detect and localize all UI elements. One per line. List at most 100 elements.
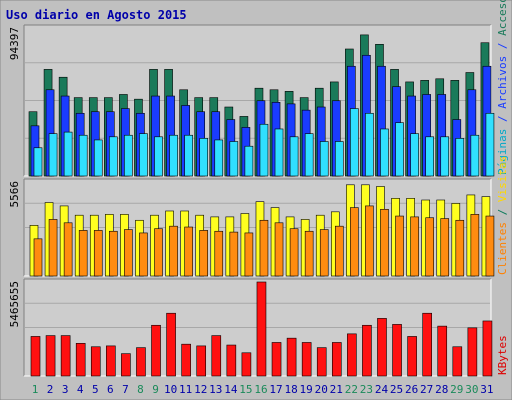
bar-clientes-5 [93, 230, 103, 277]
x-tick-label-20: 20 [315, 383, 328, 396]
bar-clientes-22 [350, 207, 359, 277]
bar-pginas-7 [124, 134, 133, 177]
x-tick-label-10: 10 [164, 383, 177, 396]
bar-pginas-26 [410, 133, 419, 177]
bar-kbytes-21 [331, 342, 342, 377]
bottom-legend: KBytes [496, 335, 509, 375]
legend-item: Accesos [496, 0, 509, 36]
bar-pginas-14 [229, 141, 239, 177]
bar-clientes-3 [63, 222, 73, 277]
bar-pginas-3 [63, 131, 73, 177]
bar-clientes-29 [455, 219, 465, 277]
bar-kbytes-17 [271, 342, 282, 377]
bar-pginas-1 [33, 147, 43, 177]
bar-kbytes-19 [301, 342, 312, 377]
x-tick-label-18: 18 [284, 383, 297, 396]
bar-kbytes-4 [75, 343, 86, 377]
bar-clientes-20 [319, 229, 329, 277]
bar-clientes-12 [199, 230, 209, 277]
bar-pginas-30 [470, 134, 480, 177]
bar-clientes-25 [395, 215, 404, 277]
x-tick-label-27: 27 [420, 383, 433, 396]
bar-clientes-19 [304, 230, 314, 277]
bar-kbytes-25 [392, 324, 402, 377]
x-tick-label-15: 15 [239, 383, 252, 396]
bar-kbytes-29 [452, 346, 463, 377]
x-tick-label-6: 6 [107, 383, 114, 396]
legend-item: / [496, 109, 509, 129]
x-tick-label-11: 11 [179, 383, 192, 396]
bar-kbytes-12 [196, 345, 207, 377]
bar-kbytes-18 [286, 337, 297, 377]
bar-clientes-16 [259, 219, 269, 277]
middle-legend: Clientes / Visitas [496, 156, 509, 275]
x-tick-label-7: 7 [122, 383, 129, 396]
middle-ymax-label: 5566 [8, 181, 21, 208]
bar-kbytes-5 [90, 346, 101, 377]
bar-pginas-8 [139, 133, 148, 177]
bar-pginas-13 [214, 139, 224, 177]
bar-clientes-14 [229, 231, 239, 277]
x-tick-label-2: 2 [47, 383, 54, 396]
x-tick-label-13: 13 [209, 383, 222, 396]
bar-clientes-31 [485, 215, 495, 277]
bar-kbytes-7 [121, 353, 131, 377]
bar-clientes-23 [365, 205, 374, 277]
bar-kbytes-16 [256, 281, 267, 377]
bar-pginas-28 [440, 136, 450, 177]
bar-clientes-8 [139, 232, 148, 277]
bar-clientes-2 [48, 219, 58, 277]
legend-item: Archivos [496, 56, 509, 109]
bar-pginas-6 [109, 136, 118, 177]
x-tick-label-26: 26 [405, 383, 418, 396]
x-tick-label-25: 25 [390, 383, 403, 396]
bar-pginas-23 [365, 112, 374, 177]
bar-pginas-10 [169, 134, 178, 177]
bottom-panel: 5465655 KBytes [8, 278, 509, 377]
x-tick-label-12: 12 [194, 383, 207, 396]
top-panel: 94397 Páginas / Archivos / Accesos [8, 0, 509, 177]
bar-pginas-21 [334, 141, 344, 177]
bar-pginas-19 [304, 133, 314, 177]
legend-item: Páginas [496, 129, 509, 175]
top-legend: Páginas / Archivos / Accesos [496, 0, 509, 175]
x-tick-label-31: 31 [480, 383, 493, 396]
x-tick-label-5: 5 [92, 383, 99, 396]
legend-item: KBytes [496, 335, 509, 375]
x-tick-label-8: 8 [137, 383, 144, 396]
bar-kbytes-1 [30, 336, 41, 377]
bar-pginas-18 [289, 136, 299, 177]
x-tick-label-9: 9 [152, 383, 159, 396]
bar-clientes-28 [440, 218, 450, 277]
bar-pginas-27 [425, 136, 434, 177]
bar-kbytes-13 [211, 335, 222, 377]
bar-pginas-20 [319, 141, 329, 177]
bar-pginas-24 [380, 128, 389, 177]
bottom-ymax-label: 5465655 [8, 281, 21, 327]
bar-kbytes-31 [482, 320, 493, 377]
bar-clientes-15 [244, 232, 254, 277]
x-axis-labels: 1 2 3 4 5 6 7 8 9 10 11 12 13 14 15 16 17 18 19 20 21 22 23 24 2… [32, 383, 494, 396]
bar-pginas-15 [244, 145, 254, 177]
x-tick-label-14: 14 [224, 383, 238, 396]
legend-item: Clientes [496, 222, 509, 275]
legend-item: / [496, 202, 509, 222]
x-tick-label-28: 28 [435, 383, 448, 396]
top-ymax-label: 94397 [8, 27, 21, 60]
x-tick-label-19: 19 [300, 383, 313, 396]
bar-kbytes-2 [45, 335, 56, 377]
bar-kbytes-23 [362, 324, 372, 377]
bar-clientes-27 [425, 217, 434, 277]
bar-kbytes-27 [422, 312, 432, 377]
x-tick-label-3: 3 [62, 383, 69, 396]
bar-pginas-12 [199, 138, 209, 177]
x-tick-label-29: 29 [450, 383, 463, 396]
bar-kbytes-3 [60, 335, 71, 377]
bar-clientes-13 [214, 230, 224, 277]
x-tick-label-30: 30 [465, 383, 478, 396]
bar-clientes-4 [78, 230, 88, 277]
bar-clientes-18 [289, 228, 299, 277]
bar-pginas-2 [48, 133, 58, 177]
bar-kbytes-15 [241, 352, 252, 377]
